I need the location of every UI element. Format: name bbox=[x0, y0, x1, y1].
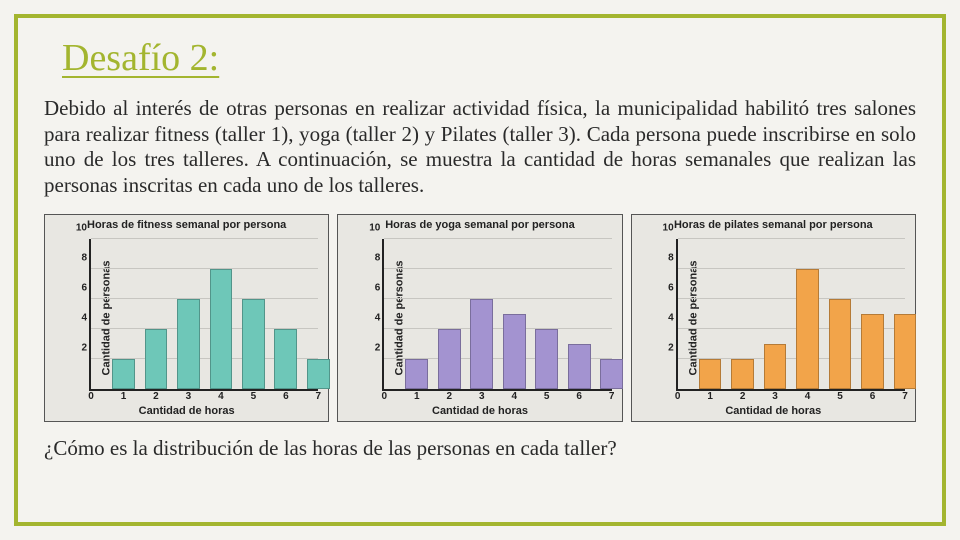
chart-bar bbox=[242, 299, 265, 389]
y-tick-label: 4 bbox=[81, 313, 87, 324]
chart-bar bbox=[274, 329, 297, 389]
gridline bbox=[384, 238, 611, 239]
gridline bbox=[678, 298, 905, 299]
gridline bbox=[678, 268, 905, 269]
y-tick-label: 10 bbox=[663, 223, 674, 234]
y-tick-label: 2 bbox=[81, 343, 87, 354]
slide-frame: Desafío 2: Debido al interés de otras pe… bbox=[14, 14, 946, 526]
y-tick-label: 10 bbox=[369, 223, 380, 234]
chart-bar bbox=[699, 359, 722, 389]
chart-bar bbox=[177, 299, 200, 389]
gridline bbox=[91, 268, 318, 269]
chart-bar bbox=[861, 314, 884, 389]
chart-bar bbox=[307, 359, 330, 389]
chart-bar bbox=[731, 359, 754, 389]
x-tick-label: 6 bbox=[576, 391, 582, 402]
x-axis-label: Cantidad de horas bbox=[632, 405, 915, 417]
chart-bar bbox=[112, 359, 135, 389]
chart-bar bbox=[405, 359, 428, 389]
chart-bar bbox=[568, 344, 591, 389]
x-tick-label: 3 bbox=[772, 391, 778, 402]
gridline bbox=[678, 238, 905, 239]
x-tick-label: 5 bbox=[251, 391, 257, 402]
y-tick-label: 6 bbox=[668, 283, 674, 294]
x-tick-label: 0 bbox=[88, 391, 94, 402]
x-tick-label: 5 bbox=[837, 391, 843, 402]
chart-bar bbox=[829, 299, 852, 389]
x-tick-label: 7 bbox=[609, 391, 615, 402]
chart-bar bbox=[764, 344, 787, 389]
chart-bar bbox=[600, 359, 623, 389]
y-tick-label: 4 bbox=[668, 313, 674, 324]
x-tick-label: 3 bbox=[479, 391, 485, 402]
x-tick-label: 2 bbox=[153, 391, 159, 402]
x-tick-label: 0 bbox=[675, 391, 681, 402]
chart-bar bbox=[796, 269, 819, 389]
x-tick-label: 7 bbox=[902, 391, 908, 402]
y-tick-label: 8 bbox=[375, 253, 381, 264]
x-tick-label: 6 bbox=[870, 391, 876, 402]
x-tick-label: 0 bbox=[382, 391, 388, 402]
x-tick-label: 1 bbox=[707, 391, 713, 402]
y-tick-label: 2 bbox=[375, 343, 381, 354]
chart-bar bbox=[535, 329, 558, 389]
chart-bar bbox=[210, 269, 233, 389]
chart-bar bbox=[894, 314, 917, 389]
y-tick-label: 6 bbox=[81, 283, 87, 294]
chart-plot: 24681001234567 bbox=[89, 239, 318, 391]
gridline bbox=[91, 238, 318, 239]
x-tick-label: 7 bbox=[316, 391, 322, 402]
gridline bbox=[384, 328, 611, 329]
x-tick-label: 4 bbox=[218, 391, 224, 402]
slide-title: Desafío 2: bbox=[62, 36, 916, 80]
chart-bar bbox=[470, 299, 493, 389]
x-tick-label: 1 bbox=[414, 391, 420, 402]
x-axis-label: Cantidad de horas bbox=[45, 405, 328, 417]
y-tick-label: 8 bbox=[81, 253, 87, 264]
chart-plot: 24681001234567 bbox=[676, 239, 905, 391]
charts-row: Horas de fitness semanal por persona Can… bbox=[44, 214, 916, 422]
y-tick-label: 4 bbox=[375, 313, 381, 324]
x-tick-label: 2 bbox=[446, 391, 452, 402]
x-tick-label: 5 bbox=[544, 391, 550, 402]
chart-pilates: Horas de pilates semanal por persona Can… bbox=[631, 214, 916, 422]
chart-bar bbox=[438, 329, 461, 389]
chart-bar bbox=[145, 329, 168, 389]
y-tick-label: 10 bbox=[76, 223, 87, 234]
chart-title: Horas de fitness semanal por persona bbox=[45, 219, 328, 231]
chart-fitness: Horas de fitness semanal por persona Can… bbox=[44, 214, 329, 422]
x-tick-label: 2 bbox=[740, 391, 746, 402]
x-tick-label: 4 bbox=[805, 391, 811, 402]
gridline bbox=[384, 298, 611, 299]
x-tick-label: 3 bbox=[186, 391, 192, 402]
question-text: ¿Cómo es la distribución de las horas de… bbox=[44, 436, 916, 461]
x-tick-label: 6 bbox=[283, 391, 289, 402]
x-tick-label: 4 bbox=[511, 391, 517, 402]
x-tick-label: 1 bbox=[121, 391, 127, 402]
y-tick-label: 6 bbox=[375, 283, 381, 294]
y-tick-label: 8 bbox=[668, 253, 674, 264]
gridline bbox=[91, 298, 318, 299]
x-axis-label: Cantidad de horas bbox=[338, 405, 621, 417]
gridline bbox=[384, 268, 611, 269]
body-paragraph: Debido al interés de otras personas en r… bbox=[44, 96, 916, 198]
chart-title: Horas de pilates semanal por persona bbox=[632, 219, 915, 231]
chart-bar bbox=[503, 314, 526, 389]
chart-yoga: Horas de yoga semanal por persona Cantid… bbox=[337, 214, 622, 422]
chart-plot: 24681001234567 bbox=[382, 239, 611, 391]
chart-title: Horas de yoga semanal por persona bbox=[338, 219, 621, 231]
y-tick-label: 2 bbox=[668, 343, 674, 354]
